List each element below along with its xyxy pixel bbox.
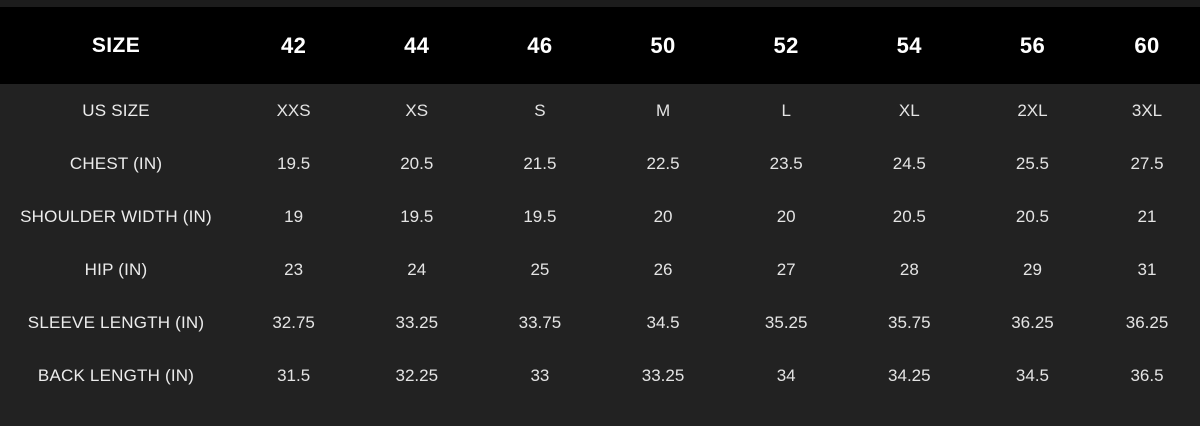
- cell-us-size-6: 2XL: [1017, 100, 1048, 120]
- cell-back-length-5: 34.25: [888, 365, 931, 385]
- cell-back-length-3: 33.25: [641, 365, 685, 385]
- cell-sleeve-length-3: 34.5: [646, 312, 680, 332]
- cell-shoulder-width-1: 19.5: [400, 206, 434, 226]
- cell-sleeve-length-6: 36.25: [1011, 312, 1054, 332]
- cell-hip-5: 28: [899, 259, 919, 279]
- table-row: SHOULDER WIDTH (IN) 19 19.5 19.5 20 20 2…: [0, 190, 1200, 243]
- header-cell-size-5: 54: [847, 7, 971, 84]
- cell-hip-4: 27: [776, 259, 796, 279]
- cell-sleeve-length-4: 35.25: [764, 312, 808, 332]
- row-label-us-size: US SIZE: [82, 100, 150, 120]
- cell-back-length-1: 32.25: [395, 365, 439, 385]
- cell-sleeve-length-5: 35.75: [888, 312, 931, 332]
- cell-shoulder-width-5: 20.5: [892, 206, 926, 226]
- cell-chest-7: 27.5: [1130, 153, 1164, 173]
- table-row: SLEEVE LENGTH (IN) 32.75 33.25 33.75 34.…: [0, 296, 1200, 349]
- header-cell-size-3: 50: [601, 7, 725, 84]
- cell-us-size-1: XS: [405, 100, 429, 120]
- table-row: CHEST (IN) 19.5 20.5 21.5 22.5 23.5 24.5…: [0, 137, 1200, 190]
- cell-shoulder-width-2: 19.5: [523, 206, 557, 226]
- table-header: SIZE 42 44 46 50 52 54 56 60: [0, 7, 1200, 84]
- row-label-hip: HIP (IN): [84, 259, 148, 279]
- table-row: BACK LENGTH (IN) 31.5 32.25 33 33.25 34 …: [0, 349, 1200, 402]
- cell-back-length-4: 34: [776, 365, 796, 385]
- top-strip: [0, 0, 1200, 7]
- cell-hip-6: 29: [1023, 259, 1042, 279]
- cell-us-size-5: XL: [898, 100, 920, 120]
- cell-chest-2: 21.5: [523, 153, 557, 173]
- cell-chest-6: 25.5: [1015, 153, 1049, 173]
- header-cell-size-1: 44: [355, 7, 479, 84]
- row-label-back-length: BACK LENGTH (IN): [37, 365, 195, 385]
- table-row: HIP (IN) 23 24 25 26 27 28 29 31: [0, 243, 1200, 296]
- row-label-shoulder-width: SHOULDER WIDTH (IN): [20, 206, 212, 226]
- row-label-sleeve-length: SLEEVE LENGTH (IN): [27, 312, 205, 332]
- header-row: SIZE 42 44 46 50 52 54 56 60: [0, 7, 1200, 84]
- cell-chest-4: 23.5: [769, 153, 803, 173]
- header-cell-size-4: 52: [724, 7, 848, 84]
- header-cell-size-0: 42: [232, 7, 356, 84]
- row-label-chest: CHEST (IN): [69, 153, 163, 173]
- cell-sleeve-length-2: 33.75: [518, 312, 562, 332]
- cell-hip-7: 31: [1137, 259, 1157, 279]
- table-body: US SIZE XXS XS S M L XL 2XL 3XL CHEST (I…: [0, 84, 1200, 402]
- cell-us-size-4: L: [781, 100, 791, 120]
- cell-hip-2: 25: [530, 259, 550, 279]
- cell-us-size-7: 3XL: [1131, 100, 1163, 120]
- header-cell-size-7: 60: [1094, 7, 1200, 84]
- cell-back-length-6: 34.5: [1015, 365, 1049, 385]
- cell-us-size-0: XXS: [276, 100, 311, 120]
- cell-us-size-3: M: [655, 100, 671, 120]
- cell-sleeve-length-1: 33.25: [395, 312, 439, 332]
- cell-shoulder-width-7: 21: [1137, 206, 1157, 226]
- table-row: US SIZE XXS XS S M L XL 2XL 3XL: [0, 84, 1200, 137]
- cell-shoulder-width-0: 19: [284, 206, 304, 226]
- size-chart-table: SIZE 42 44 46 50 52 54 56 60 US SIZE XXS…: [0, 7, 1200, 402]
- cell-chest-1: 20.5: [400, 153, 434, 173]
- cell-back-length-7: 36.5: [1130, 365, 1164, 385]
- cell-back-length-0: 31.5: [277, 365, 311, 385]
- cell-us-size-2: S: [534, 100, 546, 120]
- header-cell-size-label: SIZE: [0, 7, 233, 84]
- header-cell-size-6: 56: [970, 7, 1095, 84]
- cell-chest-0: 19.5: [277, 153, 311, 173]
- cell-back-length-2: 33: [530, 365, 550, 385]
- cell-sleeve-length-7: 36.25: [1125, 312, 1169, 332]
- cell-hip-0: 23: [284, 259, 304, 279]
- cell-hip-3: 26: [653, 259, 673, 279]
- cell-chest-3: 22.5: [646, 153, 680, 173]
- header-cell-size-2: 46: [478, 7, 602, 84]
- cell-chest-5: 24.5: [892, 153, 926, 173]
- cell-sleeve-length-0: 32.75: [272, 312, 315, 332]
- cell-hip-1: 24: [407, 259, 427, 279]
- cell-shoulder-width-3: 20: [653, 206, 673, 226]
- cell-shoulder-width-4: 20: [776, 206, 796, 226]
- cell-shoulder-width-6: 20.5: [1015, 206, 1049, 226]
